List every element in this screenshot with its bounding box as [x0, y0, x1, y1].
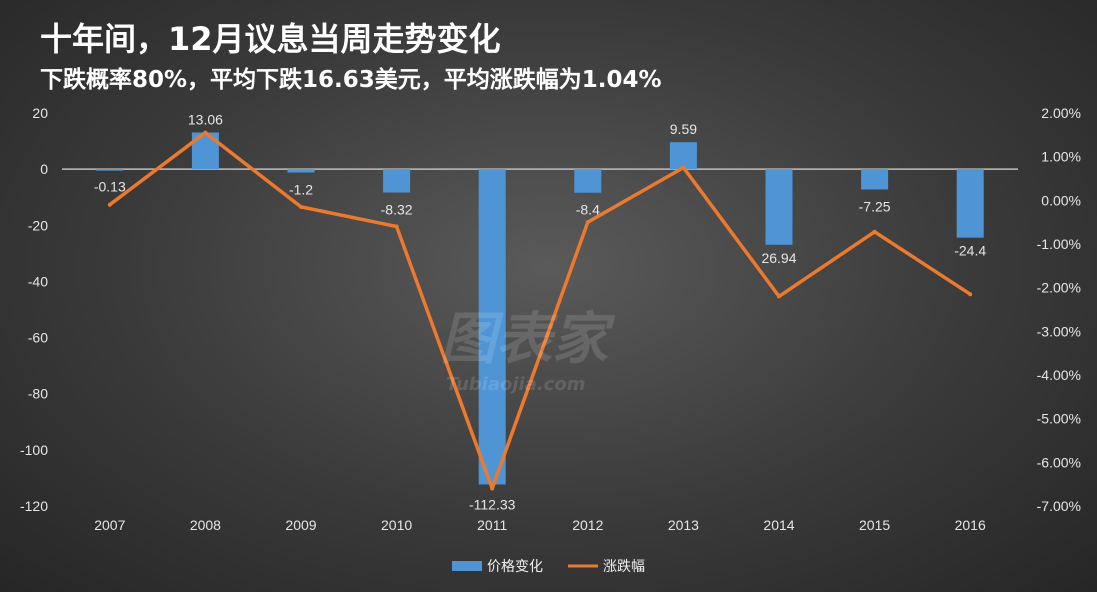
line-point-2010 [395, 225, 399, 229]
left-tick-label: 0 [40, 161, 48, 177]
right-tick-label: 0.00% [1041, 192, 1081, 208]
line-point-2013 [681, 166, 685, 170]
right-tick-label: 1.00% [1041, 149, 1081, 165]
bar-2010 [383, 169, 410, 192]
bar-2014 [766, 169, 793, 245]
left-tick-label: -120 [20, 498, 48, 514]
bar-data-label: -8.32 [381, 201, 413, 217]
left-tick-label: -20 [28, 217, 48, 233]
legend-line-label: 涨跌幅 [603, 559, 645, 575]
line-point-2007 [108, 203, 112, 207]
x-tick-label: 2010 [381, 517, 412, 533]
bar-2016 [957, 169, 984, 237]
line-path [110, 133, 970, 489]
bar-data-labels: -0.13 13.06 -1.2 -8.32 -112.33 -8.4 9.59 26.94 -… [94, 111, 987, 512]
x-tick-label: 2008 [190, 517, 221, 533]
left-tick-label: -60 [28, 330, 48, 346]
right-tick-label: 2.00% [1041, 105, 1081, 121]
bar-data-label: -1.2 [289, 182, 313, 198]
right-tick-label: -6.00% [1037, 454, 1081, 470]
bar-2007 [96, 169, 123, 171]
x-tick-label: 2013 [668, 517, 699, 533]
x-tick-label: 2015 [859, 517, 890, 533]
bar-2013 [670, 142, 697, 169]
x-tick-label: 2009 [285, 517, 316, 533]
x-tick-label: 2014 [763, 517, 794, 533]
bar-2009 [288, 169, 315, 172]
right-axis-ticks: 2.00% 1.00% 0.00% -1.00% -2.00% -3.00% -4.00% -… [1037, 105, 1081, 514]
right-tick-label: -1.00% [1037, 236, 1081, 252]
bar-data-label: 26.94 [761, 250, 796, 266]
left-tick-label: 20 [32, 105, 48, 121]
bar-data-label: -0.13 [94, 179, 126, 195]
line-point-2008 [203, 131, 207, 135]
line-point-2009 [299, 205, 303, 209]
line-point-2015 [873, 230, 877, 234]
left-tick-label: -40 [28, 273, 48, 289]
line-point-2016 [968, 292, 972, 296]
line-series [108, 131, 972, 491]
bar-series [96, 132, 983, 484]
bar-data-label: -7.25 [859, 198, 891, 214]
line-point-2011 [490, 487, 494, 491]
bar-data-label: -8.4 [576, 202, 600, 218]
bar-data-label: -112.33 [469, 496, 516, 512]
bar-data-label: 13.06 [188, 111, 223, 127]
right-tick-label: -4.00% [1037, 367, 1081, 383]
left-axis-ticks: 20 0 -20 -40 -60 -80 -100 -120 [20, 105, 48, 514]
line-point-2014 [777, 294, 781, 298]
x-tick-label: 2012 [572, 517, 603, 533]
line-point-2012 [586, 220, 590, 224]
right-tick-label: -5.00% [1037, 411, 1081, 427]
right-tick-label: -3.00% [1037, 323, 1081, 339]
bar-data-label: -24.4 [954, 243, 986, 259]
left-tick-label: -80 [28, 386, 48, 402]
bar-2012 [574, 169, 601, 193]
legend-bar-swatch [452, 561, 482, 571]
x-tick-label: 2011 [477, 517, 507, 533]
x-tick-label: 2007 [94, 517, 125, 533]
bar-2011 [479, 169, 506, 484]
chart: 20 0 -20 -40 -60 -80 -100 -120 2.00% 1.00% 0.00% -… [0, 0, 1097, 592]
right-tick-label: -2.00% [1037, 280, 1081, 296]
legend: 价格变化 涨跌幅 [452, 559, 645, 575]
legend-bar-label: 价格变化 [487, 559, 543, 575]
x-tick-label: 2016 [955, 517, 986, 533]
right-tick-label: -7.00% [1037, 498, 1081, 514]
bar-data-label: 9.59 [670, 121, 697, 137]
x-axis-ticks: 2007 2008 2009 2010 2011 2012 2013 2014 2015 2016 [94, 517, 986, 533]
left-tick-label: -100 [20, 442, 48, 458]
bar-2015 [861, 169, 888, 189]
